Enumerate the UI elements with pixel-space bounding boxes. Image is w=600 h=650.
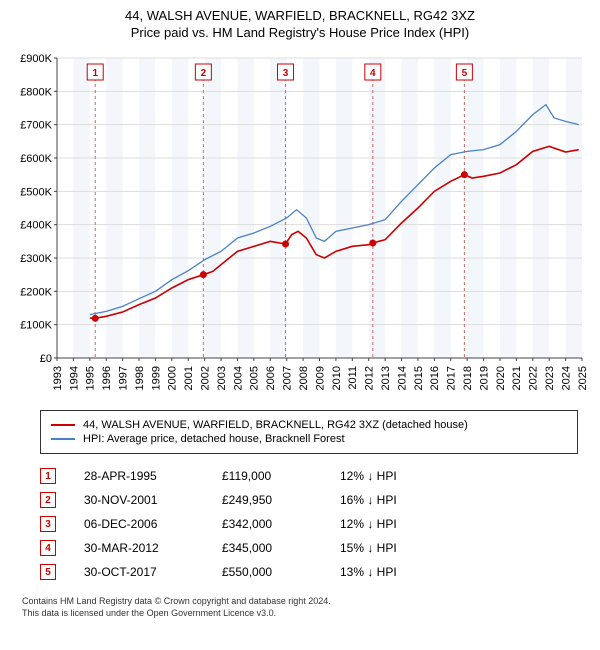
transaction-hpi-diff: 15% ↓ HPI bbox=[340, 541, 430, 555]
transaction-date: 28-APR-1995 bbox=[84, 469, 194, 483]
page-title: 44, WALSH AVENUE, WARFIELD, BRACKNELL, R… bbox=[10, 8, 590, 23]
svg-text:2011: 2011 bbox=[347, 366, 359, 390]
svg-text:1993: 1993 bbox=[52, 366, 64, 390]
svg-text:1994: 1994 bbox=[68, 366, 80, 390]
transaction-hpi-diff: 13% ↓ HPI bbox=[340, 565, 430, 579]
svg-text:£700K: £700K bbox=[20, 120, 52, 132]
transaction-price: £342,000 bbox=[222, 517, 312, 531]
svg-text:2018: 2018 bbox=[462, 366, 474, 390]
legend-item: HPI: Average price, detached house, Brac… bbox=[51, 433, 567, 445]
footer-attribution: Contains HM Land Registry data © Crown c… bbox=[22, 596, 578, 619]
svg-text:2021: 2021 bbox=[511, 366, 523, 390]
svg-text:5: 5 bbox=[462, 68, 468, 79]
svg-text:2019: 2019 bbox=[478, 366, 490, 390]
transaction-date: 30-NOV-2001 bbox=[84, 493, 194, 507]
svg-text:2016: 2016 bbox=[429, 366, 441, 390]
svg-text:3: 3 bbox=[283, 68, 289, 79]
svg-text:2012: 2012 bbox=[364, 366, 376, 390]
svg-text:2002: 2002 bbox=[200, 366, 212, 390]
legend-box: 44, WALSH AVENUE, WARFIELD, BRACKNELL, R… bbox=[40, 410, 578, 454]
svg-text:1997: 1997 bbox=[117, 366, 129, 390]
transaction-marker: 1 bbox=[40, 468, 56, 484]
svg-text:£900K: £900K bbox=[20, 53, 52, 65]
legend-swatch bbox=[51, 438, 75, 440]
svg-text:£500K: £500K bbox=[20, 186, 52, 198]
svg-text:2017: 2017 bbox=[446, 366, 458, 390]
transaction-price: £249,950 bbox=[222, 493, 312, 507]
page-subtitle: Price paid vs. HM Land Registry's House … bbox=[10, 25, 590, 40]
transaction-row: 5 30-OCT-2017 £550,000 13% ↓ HPI bbox=[40, 564, 578, 580]
transaction-date: 06-DEC-2006 bbox=[84, 517, 194, 531]
svg-text:2000: 2000 bbox=[167, 366, 179, 390]
svg-text:2014: 2014 bbox=[396, 366, 408, 390]
svg-text:2015: 2015 bbox=[413, 366, 425, 390]
svg-text:2007: 2007 bbox=[282, 366, 294, 390]
svg-text:2: 2 bbox=[201, 68, 207, 79]
legend-item: 44, WALSH AVENUE, WARFIELD, BRACKNELL, R… bbox=[51, 419, 567, 431]
legend-swatch bbox=[51, 424, 75, 426]
svg-text:1999: 1999 bbox=[150, 366, 162, 390]
transaction-row: 1 28-APR-1995 £119,000 12% ↓ HPI bbox=[40, 468, 578, 484]
svg-text:2024: 2024 bbox=[560, 366, 572, 390]
transaction-row: 3 06-DEC-2006 £342,000 12% ↓ HPI bbox=[40, 516, 578, 532]
transaction-price: £119,000 bbox=[222, 469, 312, 483]
svg-text:2009: 2009 bbox=[314, 366, 326, 390]
transaction-price: £345,000 bbox=[222, 541, 312, 555]
svg-text:2006: 2006 bbox=[265, 366, 277, 390]
svg-text:1996: 1996 bbox=[101, 366, 113, 390]
svg-text:2022: 2022 bbox=[528, 366, 540, 390]
transaction-hpi-diff: 16% ↓ HPI bbox=[340, 493, 430, 507]
footer-line-2: This data is licensed under the Open Gov… bbox=[22, 608, 578, 620]
svg-text:2001: 2001 bbox=[183, 366, 195, 390]
svg-text:1998: 1998 bbox=[134, 366, 146, 390]
transaction-date: 30-OCT-2017 bbox=[84, 565, 194, 579]
svg-text:1995: 1995 bbox=[85, 366, 97, 390]
legend-label: 44, WALSH AVENUE, WARFIELD, BRACKNELL, R… bbox=[83, 419, 468, 431]
transaction-row: 2 30-NOV-2001 £249,950 16% ↓ HPI bbox=[40, 492, 578, 508]
svg-text:£600K: £600K bbox=[20, 153, 52, 165]
transaction-marker: 2 bbox=[40, 492, 56, 508]
svg-text:2008: 2008 bbox=[298, 366, 310, 390]
transaction-marker: 5 bbox=[40, 564, 56, 580]
transaction-hpi-diff: 12% ↓ HPI bbox=[340, 517, 430, 531]
transaction-price: £550,000 bbox=[222, 565, 312, 579]
svg-text:£0: £0 bbox=[40, 353, 52, 365]
transaction-marker: 4 bbox=[40, 540, 56, 556]
svg-text:4: 4 bbox=[370, 68, 376, 79]
svg-text:£300K: £300K bbox=[20, 253, 52, 265]
svg-text:2023: 2023 bbox=[544, 366, 556, 390]
svg-text:£800K: £800K bbox=[20, 86, 52, 98]
svg-text:2025: 2025 bbox=[577, 366, 589, 390]
svg-text:£100K: £100K bbox=[20, 320, 52, 332]
svg-text:2004: 2004 bbox=[232, 366, 244, 390]
svg-text:2010: 2010 bbox=[331, 366, 343, 390]
svg-text:2003: 2003 bbox=[216, 366, 228, 390]
transaction-marker: 3 bbox=[40, 516, 56, 532]
svg-text:£200K: £200K bbox=[20, 286, 52, 298]
svg-text:1: 1 bbox=[92, 68, 98, 79]
svg-text:2005: 2005 bbox=[249, 366, 261, 390]
svg-text:2013: 2013 bbox=[380, 366, 392, 390]
transaction-row: 4 30-MAR-2012 £345,000 15% ↓ HPI bbox=[40, 540, 578, 556]
legend-label: HPI: Average price, detached house, Brac… bbox=[83, 433, 345, 445]
svg-text:£400K: £400K bbox=[20, 220, 52, 232]
footer-line-1: Contains HM Land Registry data © Crown c… bbox=[22, 596, 578, 608]
transaction-hpi-diff: 12% ↓ HPI bbox=[340, 469, 430, 483]
transactions-table: 1 28-APR-1995 £119,000 12% ↓ HPI 2 30-NOV-200… bbox=[40, 468, 578, 580]
svg-text:2020: 2020 bbox=[495, 366, 507, 390]
price-chart: £0 £100K £200K £300K £400K £500K £600K £700K £80… bbox=[10, 50, 590, 400]
transaction-date: 30-MAR-2012 bbox=[84, 541, 194, 555]
